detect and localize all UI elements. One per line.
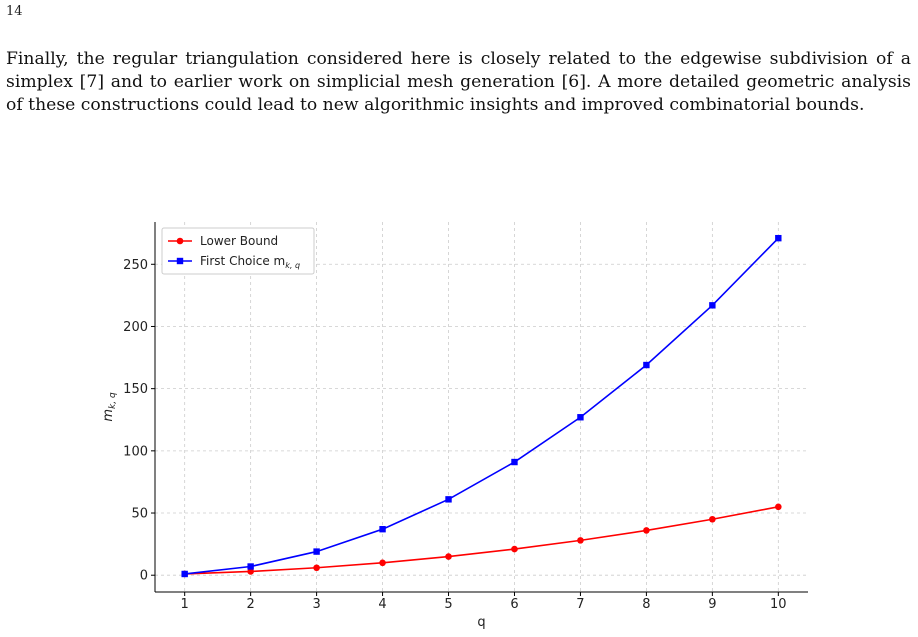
series-1-point	[313, 548, 320, 555]
series-1-point	[379, 525, 386, 533]
series-1-point	[775, 234, 782, 242]
x-tick-label: 1	[181, 597, 189, 612]
page-number: 14	[6, 4, 23, 19]
series-1-point	[643, 361, 650, 369]
legend-label-1: First Choice mk, q	[200, 254, 300, 270]
series-1-point	[577, 414, 584, 421]
chart-series	[181, 234, 782, 578]
y-axis-label-main: m	[101, 409, 116, 422]
series-0-point	[445, 553, 452, 560]
x-tick-label: 10	[770, 597, 787, 612]
grid-lines	[155, 222, 808, 592]
x-axis-label: q	[477, 615, 485, 630]
series-0-point	[643, 527, 650, 534]
x-tick-label: 7	[576, 597, 584, 612]
y-tick-label: 200	[123, 320, 148, 335]
series-0-point	[577, 537, 584, 544]
body-paragraph: Finally, the regular triangulation consi…	[6, 49, 911, 115]
legend-marker-0	[176, 237, 184, 245]
series-1-point	[709, 302, 716, 309]
series-0-point	[247, 568, 254, 575]
series-1-point	[181, 570, 188, 578]
series-0-point	[379, 559, 386, 567]
x-tick-label: 9	[708, 597, 716, 612]
legend-label-1-sub: k, q	[285, 261, 300, 270]
series-line-1	[184, 237, 779, 575]
legend-label-1-main: First Choice m	[200, 254, 285, 268]
y-tick-label: 0	[140, 569, 148, 584]
x-tick-label: 8	[642, 597, 650, 612]
y-tick-label: 100	[123, 444, 148, 459]
chart-legend: Lower Bound First Choice mk, q	[161, 227, 315, 275]
series-0-point	[709, 515, 716, 523]
y-tick-label: 250	[123, 258, 148, 273]
series-1-point	[511, 458, 518, 466]
y-tick-label: 50	[131, 507, 148, 522]
x-tick-label: 3	[312, 597, 320, 612]
series-0-point	[775, 503, 782, 511]
x-tick-label: 2	[247, 597, 255, 612]
x-tick-label: 5	[444, 597, 452, 612]
series-1-point	[247, 563, 254, 570]
legend-box	[161, 227, 315, 275]
series-1-point	[445, 496, 452, 503]
legend-marker-1	[176, 257, 184, 265]
x-tick-label: 4	[378, 597, 386, 612]
series-0-point	[511, 545, 518, 553]
x-tick-label: 6	[510, 597, 518, 612]
series-0-point	[313, 564, 320, 572]
y-axis-label: mk, q	[101, 392, 118, 422]
legend-label-0-main: Lower Bound	[200, 234, 278, 248]
legend-label-0: Lower Bound	[200, 234, 278, 248]
y-tick-label: 150	[123, 382, 148, 397]
series-line-0	[184, 506, 779, 575]
y-axis-label-sub: k, q	[108, 392, 118, 409]
